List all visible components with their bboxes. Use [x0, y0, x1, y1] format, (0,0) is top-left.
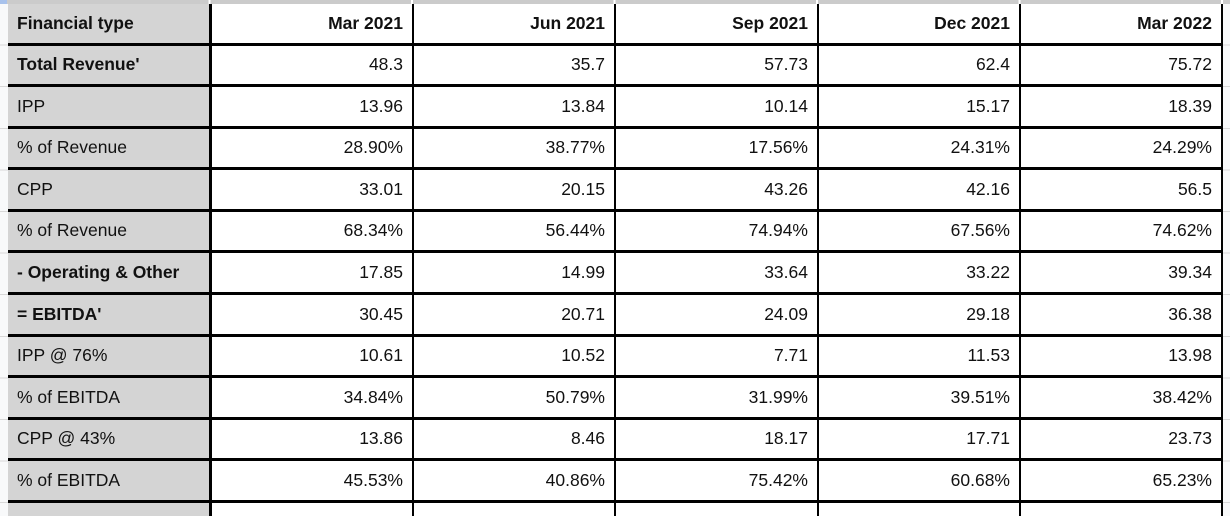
table-row-cpp-pct-revenue: % of Revenue 68.34% 56.44% 74.94% 67.56%…: [8, 211, 1223, 254]
sheet-margin-right: [1223, 4, 1230, 516]
table-cell[interactable]: 33.64: [616, 253, 819, 296]
row-label[interactable]: - Operating & Other: [8, 253, 212, 296]
table-cell[interactable]: 29.18: [819, 295, 1021, 337]
table-cell[interactable]: 33.01: [212, 170, 414, 212]
column-header-dec-2021[interactable]: Dec 2021: [819, 4, 1021, 46]
table-cell[interactable]: 17.71: [819, 419, 1021, 462]
table-cell[interactable]: [212, 503, 414, 516]
row-label[interactable]: % of Revenue: [8, 128, 212, 171]
row-label[interactable]: IPP: [8, 87, 212, 129]
table-cell[interactable]: [616, 503, 819, 516]
table-cell[interactable]: 50.79%: [414, 378, 616, 420]
table-cell[interactable]: 45.53%: [212, 461, 414, 504]
table-cell[interactable]: 10.14: [616, 87, 819, 129]
table-cell[interactable]: 30.45: [212, 295, 414, 337]
table-cell[interactable]: 31.99%: [616, 378, 819, 420]
table-cell[interactable]: 24.29%: [1021, 128, 1223, 171]
column-header-mar-2022[interactable]: Mar 2022: [1021, 4, 1223, 46]
table-cell[interactable]: 75.42%: [616, 461, 819, 504]
table-cell[interactable]: 20.71: [414, 295, 616, 337]
table-row-ipp-pct-revenue: % of Revenue 28.90% 38.77% 17.56% 24.31%…: [8, 128, 1223, 171]
table-row-partial: [8, 503, 1223, 516]
selection-handle: [0, 0, 7, 4]
column-header-jun-2021[interactable]: Jun 2021: [414, 4, 616, 46]
row-label[interactable]: CPP @ 43%: [8, 419, 212, 462]
table-cell[interactable]: 13.96: [212, 87, 414, 129]
table-cell[interactable]: 57.73: [616, 45, 819, 88]
table-cell[interactable]: 23.73: [1021, 419, 1223, 462]
table-cell[interactable]: 56.5: [1021, 170, 1223, 212]
table-cell[interactable]: 60.68%: [819, 461, 1021, 504]
table-cell[interactable]: 33.22: [819, 253, 1021, 296]
table-cell[interactable]: 10.52: [414, 336, 616, 379]
table-cell[interactable]: 39.34: [1021, 253, 1223, 296]
row-label[interactable]: % of EBITDA: [8, 378, 212, 420]
table-cell[interactable]: 74.94%: [616, 211, 819, 254]
header-row: Financial type Mar 2021 Jun 2021 Sep 202…: [8, 4, 1223, 46]
table-row-cpp: CPP 33.01 20.15 43.26 42.16 56.5: [8, 170, 1223, 212]
row-label[interactable]: % of EBITDA: [8, 461, 212, 504]
row-label[interactable]: [8, 503, 212, 516]
table-row-operating-other: - Operating & Other 17.85 14.99 33.64 33…: [8, 253, 1223, 296]
table-cell[interactable]: 24.09: [616, 295, 819, 337]
table-cell[interactable]: 36.38: [1021, 295, 1223, 337]
table-row-ipp-at-76: IPP @ 76% 10.61 10.52 7.71 11.53 13.98: [8, 336, 1223, 379]
table-cell[interactable]: 8.46: [414, 419, 616, 462]
row-label[interactable]: CPP: [8, 170, 212, 212]
table-cell[interactable]: 43.26: [616, 170, 819, 212]
table-cell[interactable]: 10.61: [212, 336, 414, 379]
table-cell[interactable]: 67.56%: [819, 211, 1021, 254]
table-row-total-revenue: Total Revenue' 48.3 35.7 57.73 62.4 75.7…: [8, 45, 1223, 88]
table-cell[interactable]: 48.3: [212, 45, 414, 88]
table-cell[interactable]: 75.72: [1021, 45, 1223, 88]
row-label[interactable]: IPP @ 76%: [8, 336, 212, 379]
table-cell[interactable]: 40.86%: [414, 461, 616, 504]
table-cell[interactable]: 42.16: [819, 170, 1021, 212]
table-cell[interactable]: 68.34%: [212, 211, 414, 254]
table-row-ebitda: = EBITDA' 30.45 20.71 24.09 29.18 36.38: [8, 295, 1223, 337]
table-cell[interactable]: 7.71: [616, 336, 819, 379]
column-header-financial-type[interactable]: Financial type: [8, 4, 212, 46]
table-row-cpp-pct-ebitda: % of EBITDA 45.53% 40.86% 75.42% 60.68% …: [8, 461, 1223, 504]
table-cell[interactable]: 62.4: [819, 45, 1021, 88]
table-cell[interactable]: [819, 503, 1021, 516]
table-cell[interactable]: 17.85: [212, 253, 414, 296]
table-cell[interactable]: 65.23%: [1021, 461, 1223, 504]
table-cell[interactable]: 11.53: [819, 336, 1021, 379]
financial-table: Financial type Mar 2021 Jun 2021 Sep 202…: [8, 4, 1223, 516]
table-cell[interactable]: 56.44%: [414, 211, 616, 254]
row-label[interactable]: = EBITDA': [8, 295, 212, 337]
table-row-ipp: IPP 13.96 13.84 10.14 15.17 18.39: [8, 87, 1223, 129]
table-cell[interactable]: 20.15: [414, 170, 616, 212]
sheet-margin-left: [0, 4, 8, 516]
table-cell[interactable]: 39.51%: [819, 378, 1021, 420]
table-cell[interactable]: 38.42%: [1021, 378, 1223, 420]
column-header-mar-2021[interactable]: Mar 2021: [212, 4, 414, 46]
table-cell[interactable]: [1021, 503, 1223, 516]
table-cell[interactable]: 13.98: [1021, 336, 1223, 379]
table-cell[interactable]: 18.39: [1021, 87, 1223, 129]
table-row-cpp-at-43: CPP @ 43% 13.86 8.46 18.17 17.71 23.73: [8, 419, 1223, 462]
table-cell[interactable]: 13.84: [414, 87, 616, 129]
table-cell[interactable]: 74.62%: [1021, 211, 1223, 254]
table-cell[interactable]: 14.99: [414, 253, 616, 296]
table-cell[interactable]: 38.77%: [414, 128, 616, 171]
table-cell[interactable]: 24.31%: [819, 128, 1021, 171]
table-cell[interactable]: 17.56%: [616, 128, 819, 171]
table-cell[interactable]: 18.17: [616, 419, 819, 462]
table-cell[interactable]: 35.7: [414, 45, 616, 88]
row-label[interactable]: % of Revenue: [8, 211, 212, 254]
table-cell[interactable]: [414, 503, 616, 516]
sheet-row-above-gridlines: [8, 0, 1230, 4]
table-cell[interactable]: 28.90%: [212, 128, 414, 171]
table-cell[interactable]: 13.86: [212, 419, 414, 462]
column-header-sep-2021[interactable]: Sep 2021: [616, 4, 819, 46]
table-row-ipp-pct-ebitda: % of EBITDA 34.84% 50.79% 31.99% 39.51% …: [8, 378, 1223, 420]
table-cell[interactable]: 34.84%: [212, 378, 414, 420]
table-cell[interactable]: 15.17: [819, 87, 1021, 129]
row-label[interactable]: Total Revenue': [8, 45, 212, 88]
